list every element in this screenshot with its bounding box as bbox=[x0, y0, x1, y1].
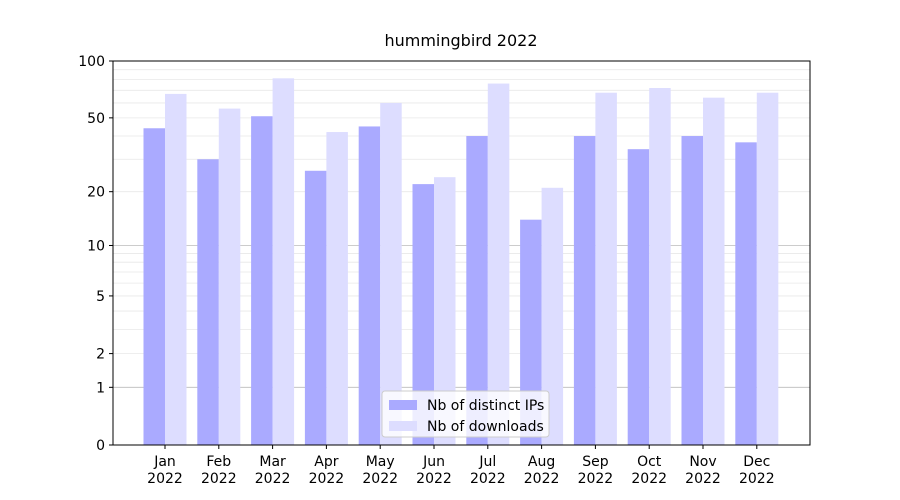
x-tick-label-line: Jan bbox=[153, 454, 176, 470]
plot-frame bbox=[112, 60, 811, 446]
x-tick-label-line: 2022 bbox=[255, 471, 291, 487]
x-tick-label-line: 2022 bbox=[470, 471, 506, 487]
bar bbox=[649, 88, 671, 446]
x-tick-label-line: 2022 bbox=[578, 471, 614, 487]
x-tick-label-line: Jun bbox=[422, 454, 445, 470]
x-tick-label-line: May bbox=[366, 454, 395, 470]
x-tick-label-line: Sep bbox=[582, 454, 609, 470]
x-tick-label-line: Oct bbox=[637, 454, 662, 470]
legend-label: Nb of downloads bbox=[427, 419, 544, 435]
x-tick-label: Jun 2022 bbox=[416, 454, 452, 487]
x-tick-label-line: 2022 bbox=[362, 471, 398, 487]
bar bbox=[541, 187, 564, 445]
bar bbox=[681, 136, 703, 445]
legend-swatch bbox=[389, 400, 417, 410]
legend-label: Nb of distinct IPs bbox=[427, 398, 544, 414]
x-tick-label-line: 2022 bbox=[147, 471, 183, 487]
chart-title: hummingbird 2022 bbox=[384, 31, 537, 50]
x-tick-label-line: Jul bbox=[478, 454, 496, 470]
y-tick-label: 100 bbox=[78, 54, 105, 70]
legend-swatch bbox=[389, 421, 417, 431]
y-tick-label: 20 bbox=[87, 185, 105, 201]
bar bbox=[412, 184, 434, 446]
x-tick-label: Oct 2022 bbox=[631, 454, 667, 487]
bar bbox=[756, 92, 779, 445]
bar bbox=[304, 170, 327, 445]
bar bbox=[595, 92, 617, 445]
bar bbox=[251, 116, 273, 446]
x-tick-label: Apr 2022 bbox=[309, 454, 345, 487]
x-tick-label: Aug 2022 bbox=[524, 454, 560, 487]
bar bbox=[326, 132, 348, 446]
bar bbox=[165, 93, 187, 445]
bar bbox=[358, 126, 381, 445]
x-tick-label-line: Dec bbox=[743, 454, 770, 470]
x-tick-label-line: 2022 bbox=[524, 471, 560, 487]
y-tick-label: 1 bbox=[96, 380, 105, 396]
x-tick-label-line: Mar bbox=[259, 454, 286, 470]
bar bbox=[434, 177, 456, 446]
x-tick-label-line: 2022 bbox=[309, 471, 345, 487]
y-tick-label: 0 bbox=[96, 438, 105, 454]
bar bbox=[380, 102, 402, 445]
x-tick-label: Feb 2022 bbox=[201, 454, 237, 487]
bar bbox=[627, 149, 650, 446]
bar bbox=[272, 78, 295, 446]
y-tick-label: 5 bbox=[96, 289, 105, 305]
x-tick-label-line: 2022 bbox=[739, 471, 775, 487]
x-tick-label: Nov 2022 bbox=[685, 454, 721, 487]
bar bbox=[218, 108, 241, 446]
bar bbox=[487, 83, 510, 445]
x-tick-label-line: Aug bbox=[528, 454, 555, 470]
x-tick-label-line: 2022 bbox=[685, 471, 721, 487]
bar bbox=[197, 159, 219, 445]
x-tick-label: Sep 2022 bbox=[578, 454, 614, 487]
bar bbox=[520, 219, 542, 445]
x-tick-label: Dec 2022 bbox=[739, 454, 775, 487]
bar bbox=[573, 136, 596, 445]
y-tick-label: 2 bbox=[96, 347, 105, 363]
x-tick-label: Mar 2022 bbox=[255, 454, 291, 487]
bar bbox=[703, 97, 725, 445]
x-tick-label: May 2022 bbox=[362, 454, 398, 487]
x-tick-label-line: Apr bbox=[314, 454, 338, 470]
x-tick-label: Jul 2022 bbox=[470, 454, 506, 487]
x-tick-label-line: 2022 bbox=[631, 471, 667, 487]
x-tick-label-line: Feb bbox=[206, 454, 231, 470]
x-tick-label: Jan 2022 bbox=[147, 454, 183, 487]
x-tick-label-line: Nov bbox=[689, 454, 716, 470]
x-tick-label-line: 2022 bbox=[416, 471, 452, 487]
x-tick-label-line: 2022 bbox=[201, 471, 237, 487]
y-tick-label: 50 bbox=[87, 111, 105, 127]
bar bbox=[735, 142, 757, 445]
legend-box bbox=[381, 390, 550, 438]
bar bbox=[143, 128, 165, 445]
bar bbox=[466, 136, 488, 445]
y-tick-label: 10 bbox=[87, 238, 105, 254]
